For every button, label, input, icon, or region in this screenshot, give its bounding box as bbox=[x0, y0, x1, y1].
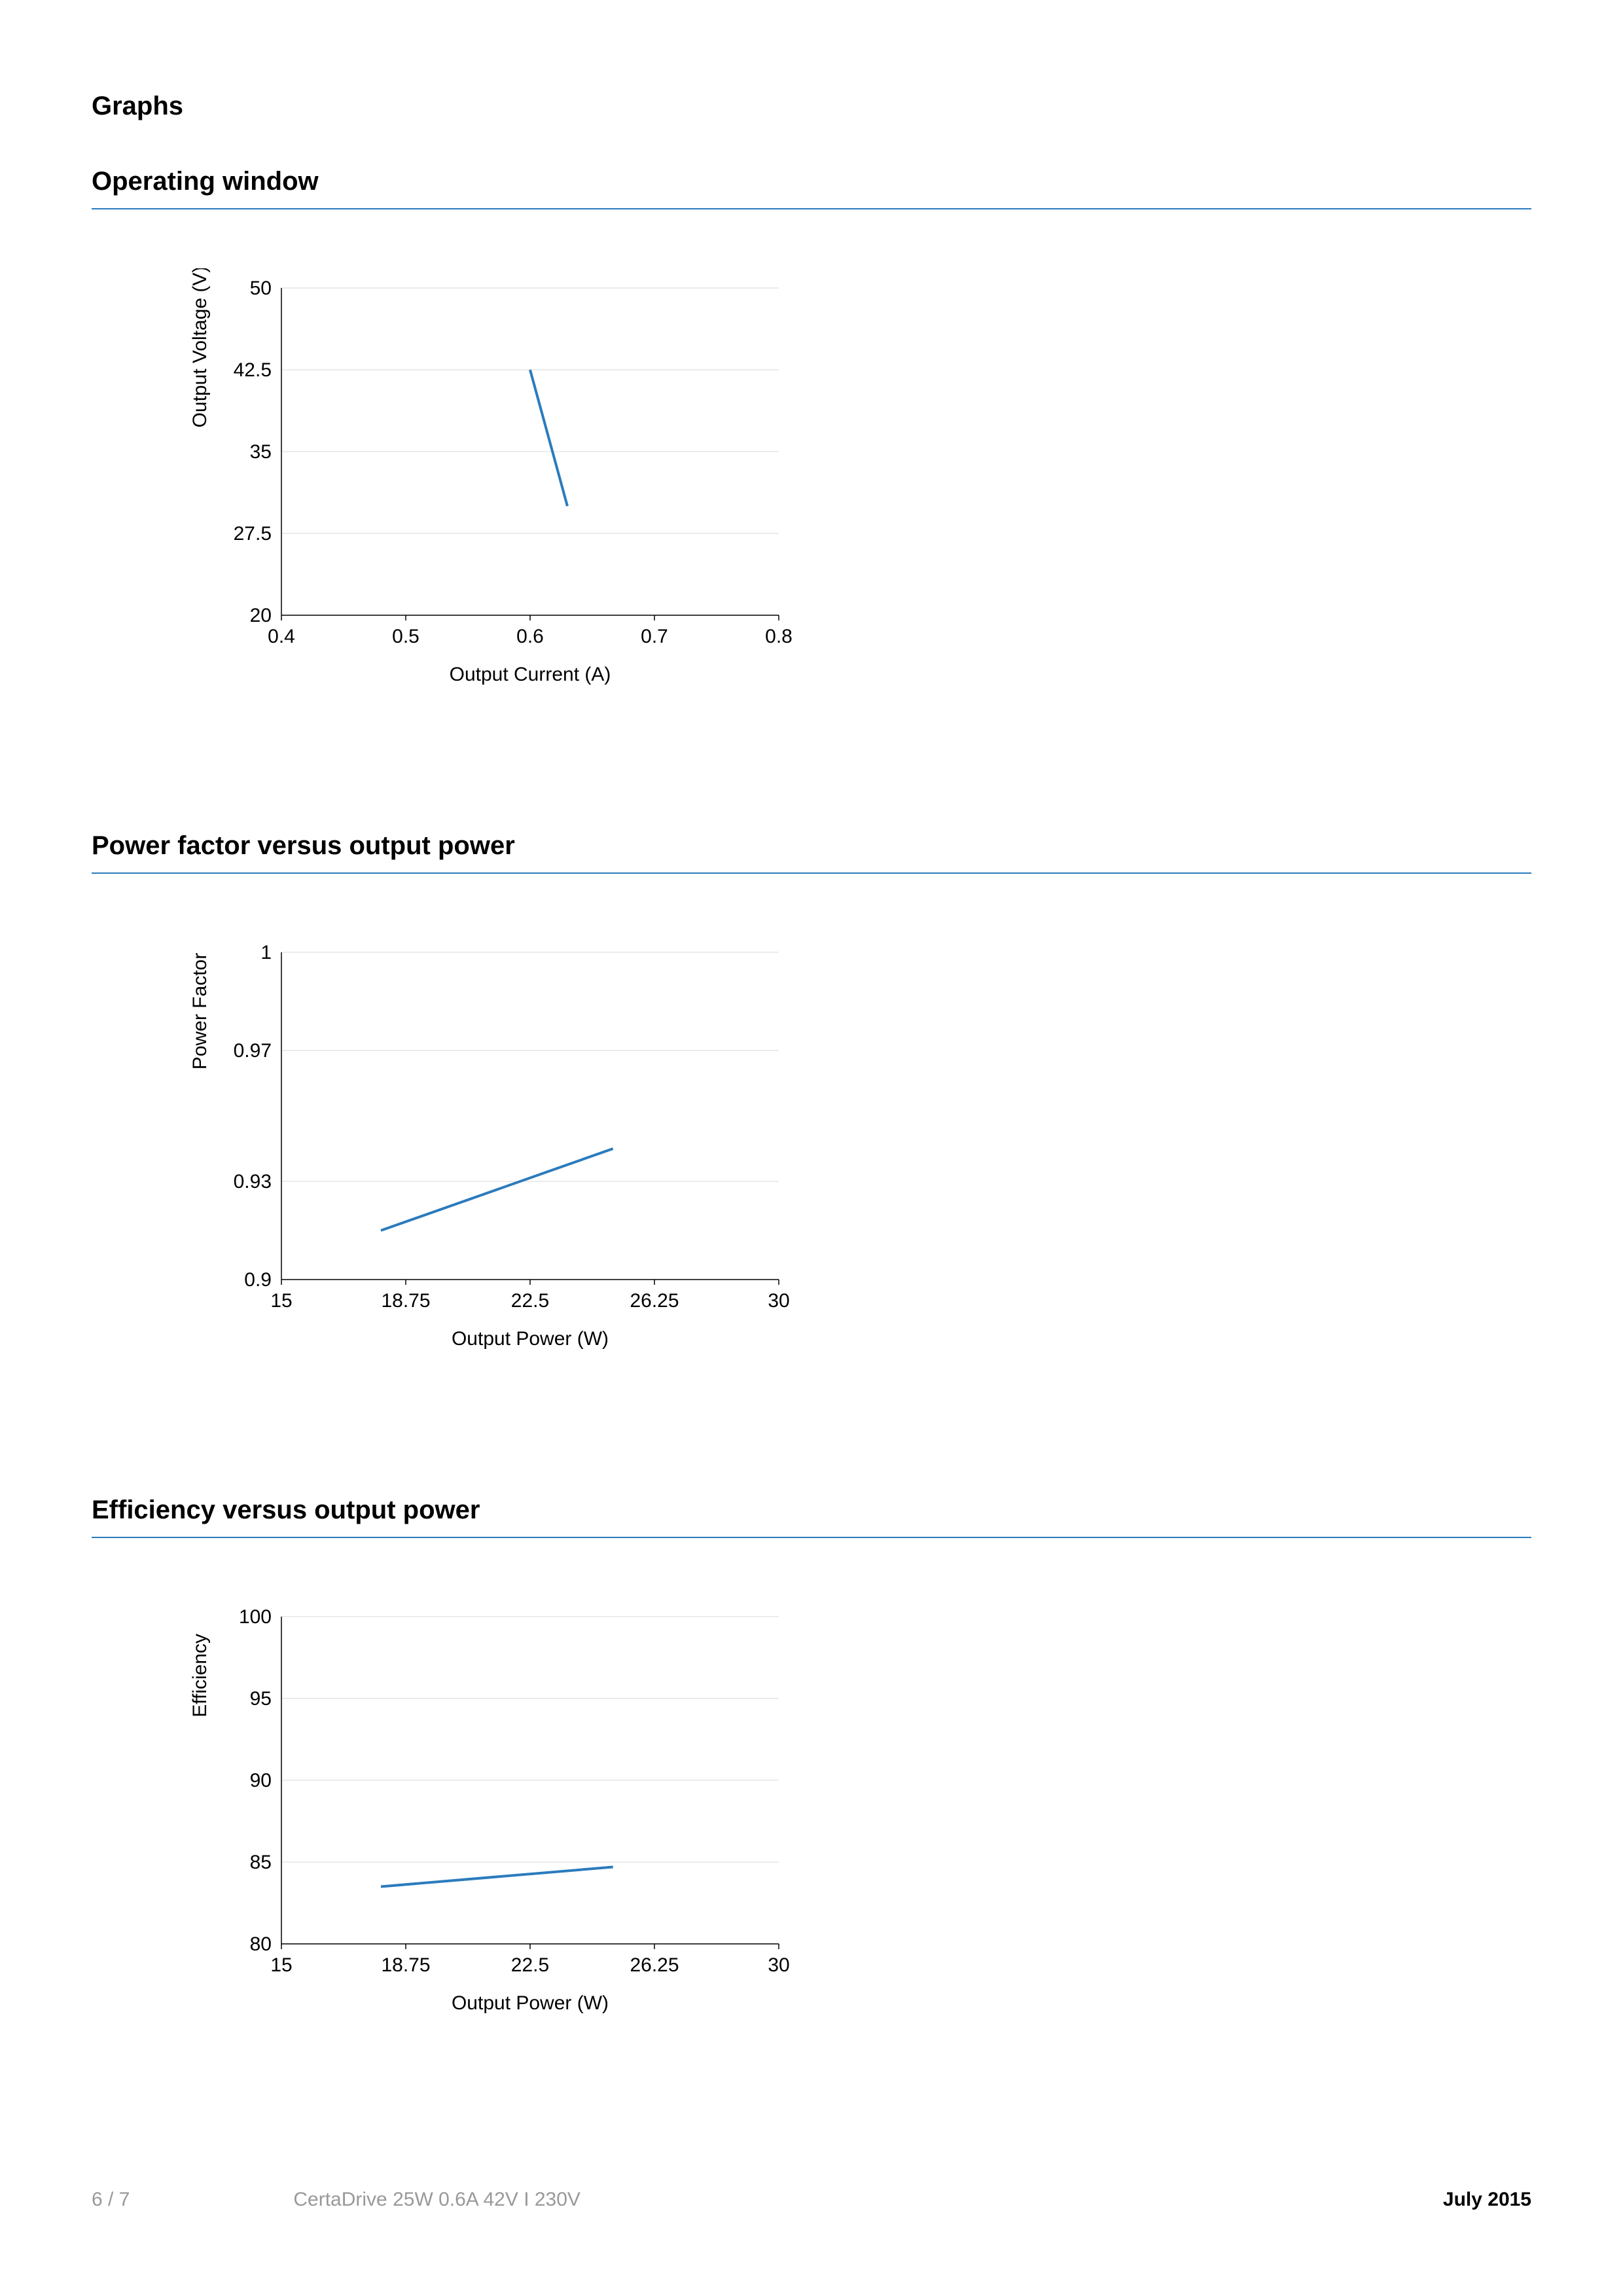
page: Graphs Operating window 20 27.5 35 42.5 50 0.4… bbox=[0, 0, 1623, 2296]
footer-product: CertaDrive 25W 0.6A 42V I 230V bbox=[293, 2189, 580, 2211]
footer-date: July 2015 bbox=[1443, 2189, 1531, 2211]
series-line bbox=[530, 370, 567, 506]
x-tick-label: 15 bbox=[270, 1290, 292, 1312]
y-tick-label: 100 bbox=[239, 1606, 272, 1628]
footer-left: 6 / 7 CertaDrive 25W 0.6A 42V I 230V bbox=[92, 2189, 580, 2211]
footer: 6 / 7 CertaDrive 25W 0.6A 42V I 230V Jul… bbox=[92, 2189, 1531, 2211]
chart-svg: 0.9 0.93 0.97 1 15 18.75 22.5 26.25 30 Output Pow… bbox=[177, 933, 805, 1378]
x-axis-title: Output Power (W) bbox=[452, 1992, 609, 2014]
y-tick-label: 0.93 bbox=[234, 1171, 272, 1193]
chart-svg: 20 27.5 35 42.5 50 0.4 0.5 0.6 0.7 0.8 Output Curr… bbox=[177, 268, 805, 713]
x-tick-label: 18.75 bbox=[381, 1954, 430, 1976]
chart-wrap: 80 85 90 95 100 15 18.75 22.5 26.25 30 Output Powe… bbox=[177, 1597, 1531, 2042]
y-tick-label: 42.5 bbox=[234, 359, 272, 381]
x-axis-title: Output Power (W) bbox=[452, 1328, 609, 1350]
x-tick-label: 15 bbox=[270, 1954, 292, 1976]
y-tick-label: 90 bbox=[250, 1770, 272, 1791]
y-tick-label: 0.9 bbox=[244, 1269, 272, 1291]
y-tick-label: 0.97 bbox=[234, 1040, 272, 1062]
y-tick-label: 20 bbox=[250, 605, 272, 626]
x-tick-label: 22.5 bbox=[511, 1290, 549, 1312]
y-axis-title: Power Factor bbox=[189, 953, 211, 1069]
x-tick-label: 0.4 bbox=[268, 626, 295, 647]
chart-wrap: 20 27.5 35 42.5 50 0.4 0.5 0.6 0.7 0.8 Output Curr… bbox=[177, 268, 1531, 713]
page-title: Graphs bbox=[92, 92, 1531, 121]
chart-section: Power factor versus output power0.90.930… bbox=[92, 831, 1531, 1378]
section-title: Power factor versus output power bbox=[92, 831, 1531, 874]
series-line bbox=[381, 1867, 613, 1887]
chart-section: Operating window 20 27.5 35 42.5 50 0.4 0.5 0.6 0… bbox=[92, 167, 1531, 713]
chart-wrap: 0.9 0.93 0.97 1 15 18.75 22.5 26.25 30 Output Pow… bbox=[177, 933, 1531, 1378]
y-axis-title: Output Voltage (V) bbox=[189, 268, 211, 427]
y-axis-title: Efficiency bbox=[189, 1634, 211, 1717]
x-tick-label: 0.7 bbox=[641, 626, 668, 647]
chart-svg: 80 85 90 95 100 15 18.75 22.5 26.25 30 Output Powe… bbox=[177, 1597, 805, 2042]
x-tick-label: 22.5 bbox=[511, 1954, 549, 1976]
y-tick-label: 85 bbox=[250, 1852, 272, 1873]
x-tick-label: 18.75 bbox=[381, 1290, 430, 1312]
y-tick-label: 50 bbox=[250, 278, 272, 299]
section-title: Operating window bbox=[92, 167, 1531, 209]
x-tick-label: 30 bbox=[768, 1954, 789, 1976]
sections-container: Operating window 20 27.5 35 42.5 50 0.4 0.5 0.6 0… bbox=[92, 167, 1531, 2042]
x-tick-label: 0.8 bbox=[765, 626, 793, 647]
y-tick-label: 35 bbox=[250, 441, 272, 463]
series-line bbox=[381, 1149, 613, 1230]
section-title: Efficiency versus output power bbox=[92, 1496, 1531, 1538]
x-axis-title: Output Current (A) bbox=[450, 664, 611, 685]
y-tick-label: 1 bbox=[260, 942, 272, 963]
x-tick-label: 26.25 bbox=[630, 1954, 679, 1976]
x-tick-label: 0.5 bbox=[392, 626, 419, 647]
x-tick-label: 26.25 bbox=[630, 1290, 679, 1312]
y-tick-label: 80 bbox=[250, 1933, 272, 1955]
footer-page-number: 6 / 7 bbox=[92, 2189, 130, 2211]
y-tick-label: 27.5 bbox=[234, 523, 272, 545]
x-tick-label: 0.6 bbox=[516, 626, 544, 647]
chart-section: Efficiency versus output power 80 85 90 95 10… bbox=[92, 1496, 1531, 2042]
x-tick-label: 30 bbox=[768, 1290, 789, 1312]
y-tick-label: 95 bbox=[250, 1688, 272, 1710]
